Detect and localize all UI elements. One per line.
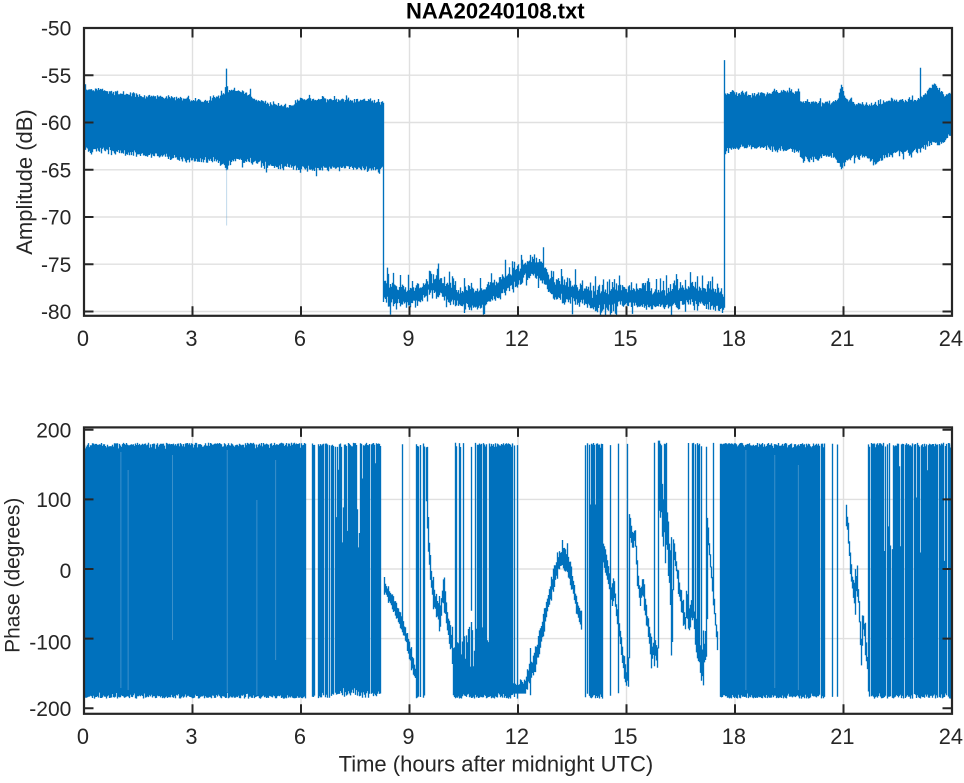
svg-text:-50: -50	[41, 18, 71, 41]
svg-text:24: 24	[939, 724, 963, 749]
svg-text:-80: -80	[41, 301, 71, 324]
svg-text:15: 15	[613, 724, 637, 749]
svg-text:15: 15	[613, 326, 637, 351]
svg-text:-55: -55	[41, 65, 71, 88]
svg-text:24: 24	[939, 326, 963, 351]
svg-text:NAA20240108.txt: NAA20240108.txt	[406, 0, 585, 24]
svg-text:21: 21	[830, 326, 854, 351]
svg-text:-70: -70	[41, 207, 71, 230]
svg-text:-60: -60	[41, 112, 71, 135]
svg-text:Amplitude (dB): Amplitude (dB)	[12, 109, 37, 255]
svg-text:3: 3	[185, 724, 197, 749]
svg-text:0: 0	[77, 326, 89, 351]
svg-text:3: 3	[185, 326, 197, 351]
svg-text:21: 21	[830, 724, 854, 749]
svg-text:9: 9	[402, 326, 414, 351]
svg-text:18: 18	[722, 326, 746, 351]
svg-text:-200: -200	[29, 698, 71, 721]
svg-text:12: 12	[505, 724, 529, 749]
svg-text:12: 12	[505, 326, 529, 351]
svg-text:0: 0	[60, 560, 72, 583]
svg-text:6: 6	[294, 724, 306, 749]
svg-text:9: 9	[402, 724, 414, 749]
svg-text:-65: -65	[41, 159, 71, 182]
svg-text:-75: -75	[41, 254, 71, 277]
svg-text:Phase (degrees): Phase (degrees)	[2, 498, 25, 653]
svg-text:100: 100	[36, 489, 71, 512]
svg-text:0: 0	[77, 724, 89, 749]
svg-text:200: 200	[36, 419, 71, 442]
svg-text:-100: -100	[29, 632, 71, 655]
svg-text:Time (hours after midnight UTC: Time (hours after midnight UTC)	[339, 752, 654, 777]
svg-text:18: 18	[722, 724, 746, 749]
svg-text:6: 6	[294, 326, 306, 351]
